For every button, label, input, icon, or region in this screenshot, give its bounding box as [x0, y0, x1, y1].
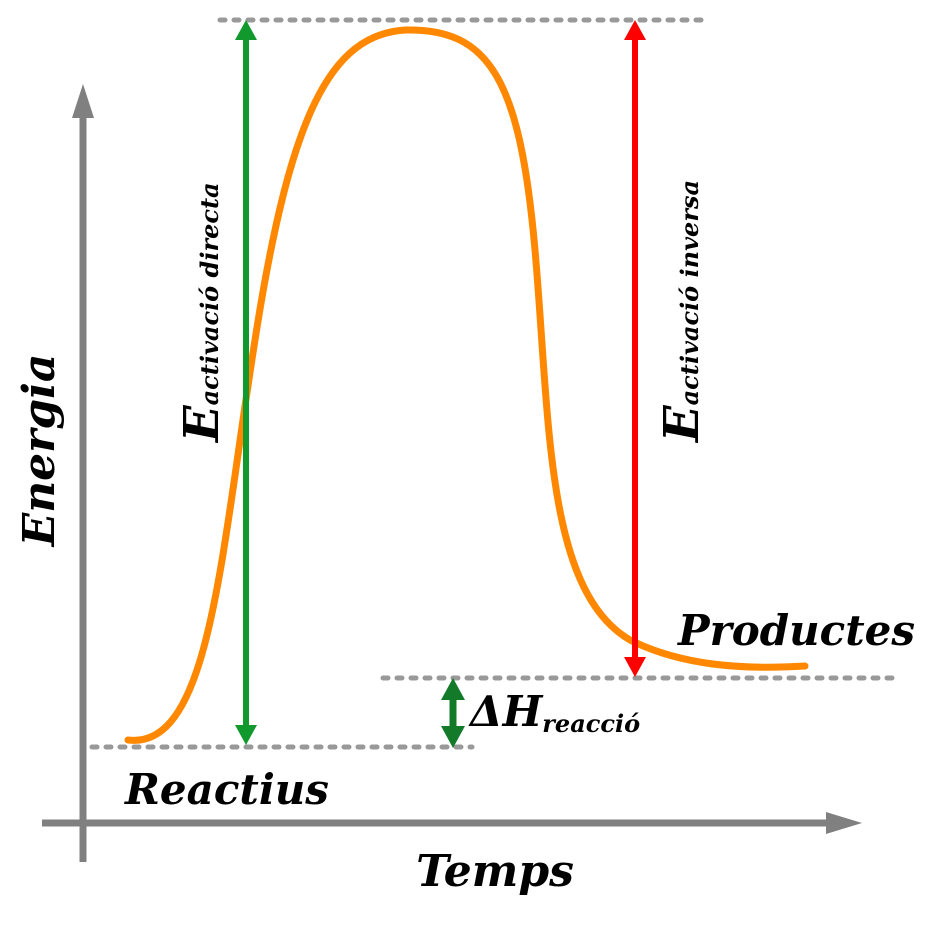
reverse-activation-label: Eactivació inversa [654, 180, 710, 444]
reverse-activation-arrow [624, 20, 646, 677]
time-axis-label: Temps [416, 846, 574, 897]
products-label: Productes [677, 606, 915, 655]
reverse-activation-symbol: E [654, 404, 710, 444]
enthalpy-label: ΔHreacció [468, 687, 640, 738]
enthalpy-arrow [441, 678, 465, 748]
energy-axis-label: Energia [14, 354, 65, 549]
forward-activation-label: Eactivació directa [174, 182, 230, 444]
reverse-activation-subscript: activació inversa [675, 180, 704, 405]
reaction-energy-curve [124, 26, 809, 744]
enthalpy-subscript: reacció [542, 709, 640, 738]
enthalpy-symbol: ΔH [468, 687, 544, 736]
time-axis [42, 812, 862, 834]
forward-activation-subscript: activació directa [195, 182, 224, 405]
energy-axis [72, 84, 94, 862]
forward-activation-arrow [235, 20, 257, 745]
reactants-label: Reactius [124, 765, 329, 814]
forward-activation-symbol: E [174, 404, 230, 444]
